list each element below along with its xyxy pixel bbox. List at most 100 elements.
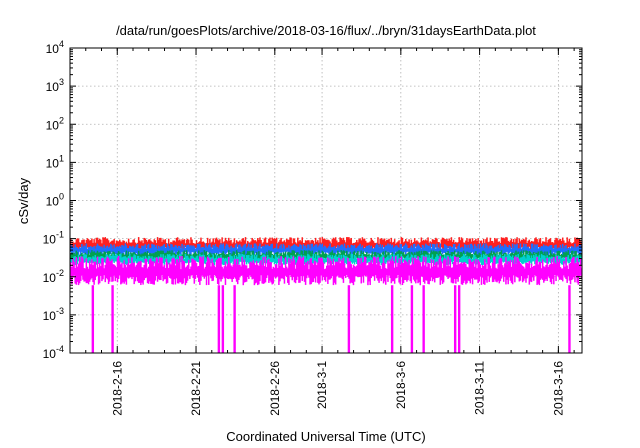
dropout-spike: [347, 285, 351, 353]
series-bar: [263, 246, 266, 255]
series-bar: [411, 247, 414, 255]
series-bar: [108, 242, 111, 250]
series-bar: [164, 255, 167, 262]
series-bar: [93, 257, 95, 263]
series-bar: [304, 255, 307, 265]
series-bar: [538, 247, 541, 255]
series-bar: [332, 258, 335, 286]
series-bar: [155, 257, 158, 277]
series-bar: [203, 247, 206, 252]
series-bar: [96, 243, 99, 254]
series-bar: [511, 255, 514, 262]
series-bar: [536, 256, 538, 285]
series-bar: [436, 254, 438, 264]
series-bar: [408, 247, 410, 255]
series-bar: [527, 240, 529, 251]
series-bar: [457, 242, 459, 249]
series-bar: [98, 252, 101, 260]
series-bar: [399, 258, 401, 265]
series-bar: [455, 254, 457, 259]
series-bar: [379, 265, 381, 279]
series-bar: [368, 253, 370, 261]
series-bar: [271, 268, 273, 285]
series-bar: [152, 261, 154, 285]
series-bar: [236, 248, 239, 253]
series-bar: [271, 237, 273, 249]
series-bar: [512, 253, 515, 259]
series-bar: [462, 248, 465, 252]
series-bar: [549, 238, 552, 251]
series-bar: [462, 262, 465, 283]
series-bar: [126, 243, 129, 252]
series-bar: [507, 261, 509, 285]
series-bar: [88, 247, 91, 254]
series-bar: [261, 265, 263, 284]
series-bar: [538, 262, 541, 286]
series-bar: [430, 250, 433, 259]
series-bar: [565, 256, 567, 280]
series-bar: [265, 257, 268, 264]
series-bar: [359, 264, 361, 277]
series-bar: [250, 244, 252, 253]
series-bar: [390, 255, 393, 263]
series-bar: [224, 257, 227, 266]
series-bar: [184, 267, 187, 286]
series-bar: [516, 257, 518, 278]
series-bar: [281, 256, 283, 262]
series-bar: [379, 257, 381, 263]
series-bar: [289, 237, 291, 252]
series-bar: [270, 250, 272, 259]
series-bar: [265, 251, 268, 260]
series-bar: [147, 255, 150, 264]
series-bar: [268, 258, 270, 283]
series-bar: [476, 240, 478, 251]
series-bar: [190, 245, 192, 256]
y-tick-label: 102: [46, 115, 64, 132]
series-bar: [164, 239, 167, 248]
series-bar: [476, 248, 478, 254]
series-bar: [401, 237, 404, 247]
series-bar: [106, 256, 109, 280]
series-bar: [279, 253, 281, 262]
series-bar: [157, 245, 160, 253]
series-bar: [193, 246, 196, 256]
series-bar: [523, 250, 525, 258]
series-bar: [287, 239, 289, 251]
series-bar: [273, 258, 276, 265]
series-bar: [534, 244, 536, 254]
series-bar: [301, 237, 304, 250]
series-bar: [314, 237, 317, 247]
series-bar: [226, 254, 229, 258]
series-bar: [450, 252, 453, 260]
series-bar: [368, 244, 370, 254]
series-bar: [180, 269, 182, 283]
series-bar: [156, 248, 159, 252]
series-bar: [218, 253, 220, 259]
series-bar: [371, 251, 374, 261]
series-bar: [123, 260, 125, 284]
series-bar: [233, 238, 236, 251]
series-bar: [220, 257, 222, 282]
series-bar: [418, 243, 420, 248]
series-bar: [224, 261, 227, 285]
series-bar: [92, 265, 94, 283]
series-bar: [524, 246, 526, 252]
series-bar: [451, 267, 454, 284]
series-bar: [448, 246, 450, 254]
dropout-spike: [453, 285, 457, 353]
series-bar: [412, 257, 415, 265]
series-bar: [271, 243, 273, 253]
series-bar: [459, 257, 462, 262]
series-bar: [269, 246, 271, 256]
series-bar: [423, 240, 426, 252]
series-bar: [445, 245, 447, 255]
series-bar: [215, 254, 218, 265]
series-bar: [420, 266, 423, 277]
series-bar: [563, 248, 565, 254]
series-bar: [108, 261, 111, 282]
series-bar: [334, 261, 337, 285]
series-bar: [226, 244, 229, 252]
series-bar: [86, 266, 89, 284]
series-bar: [517, 248, 519, 255]
series-bar: [559, 256, 562, 264]
